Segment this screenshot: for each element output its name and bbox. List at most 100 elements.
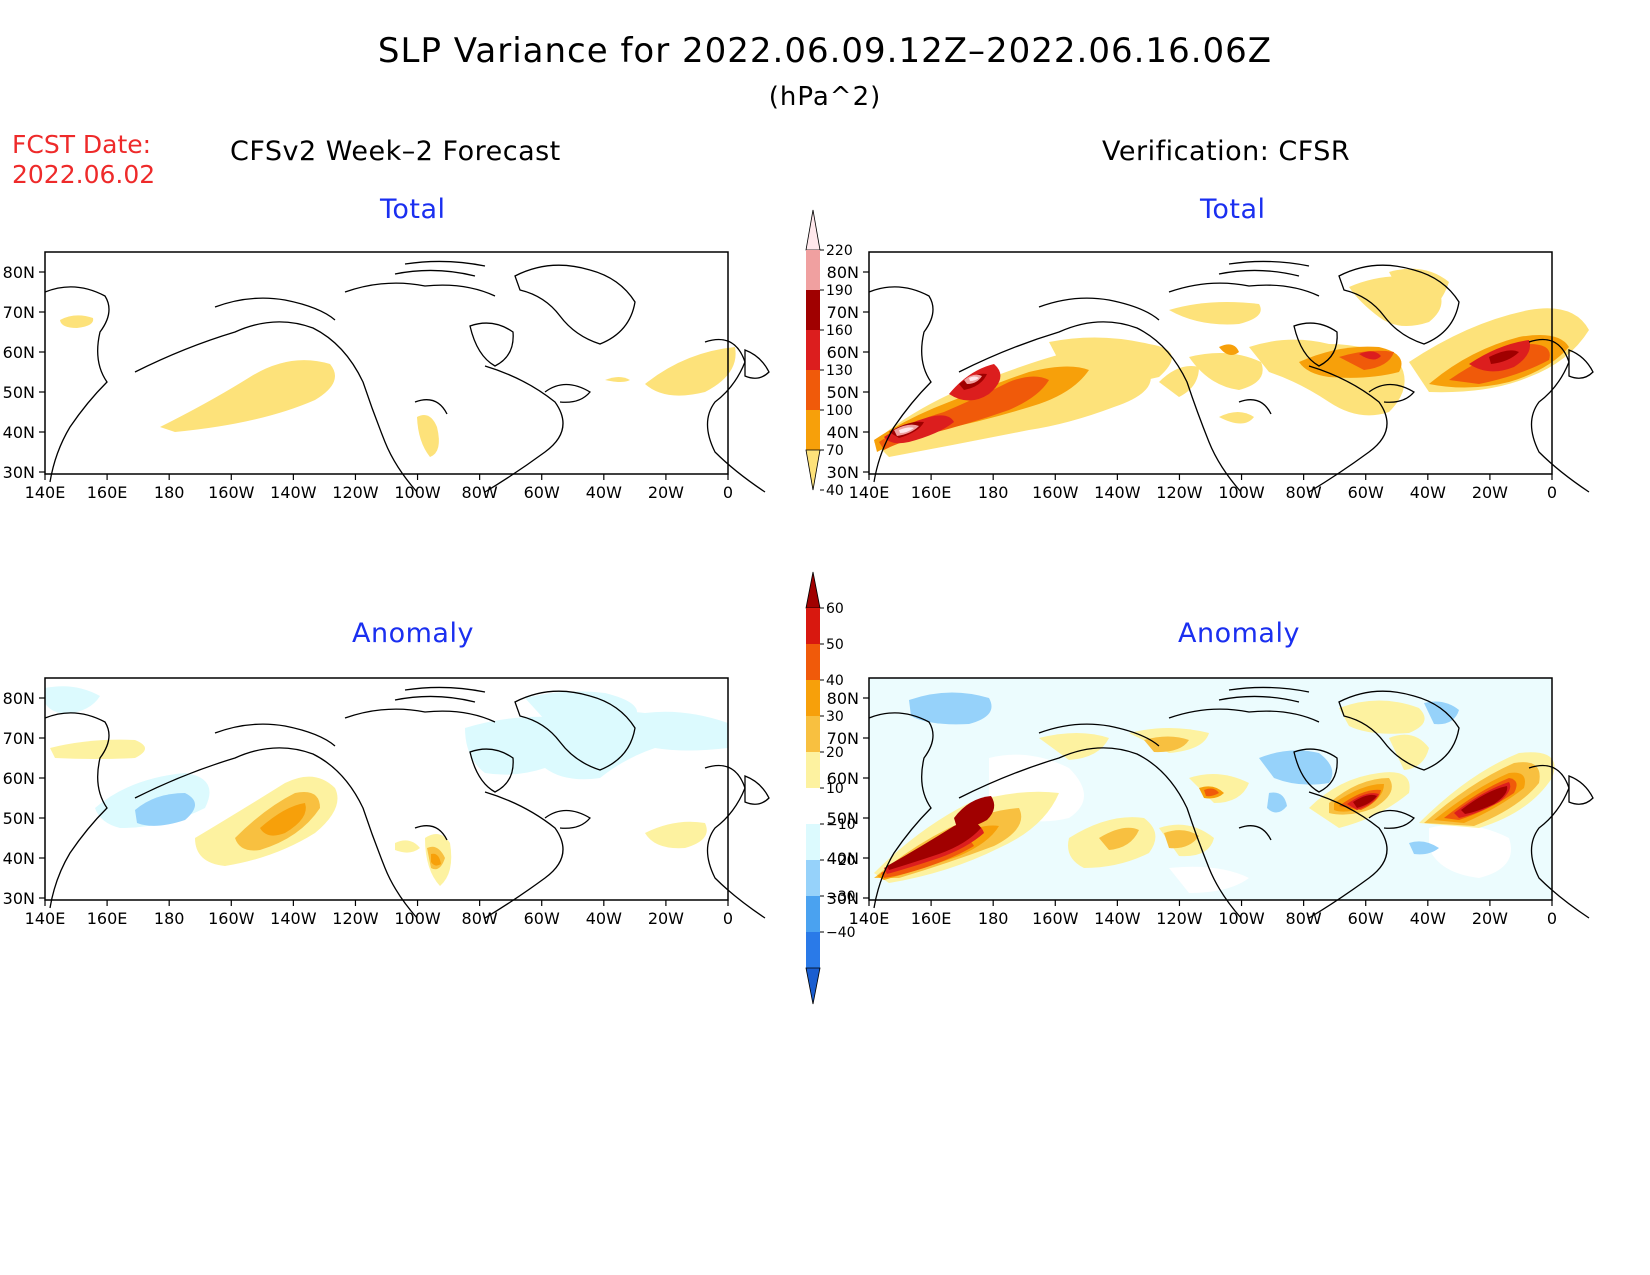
lon-tick-label: 20W <box>1472 483 1508 502</box>
lat-ticks: 80N 70N 60N 50N 40N 30N <box>827 263 869 482</box>
anomaly-colorbar: 60 50 40 30 20 10 −10 −20 −30 −40 <box>805 571 856 1005</box>
lon-tick-label: 180 <box>978 909 1009 928</box>
lon-tick-label: 140W <box>270 483 317 502</box>
lon-tick-label: 100W <box>394 483 441 502</box>
colorbar-segment <box>806 752 820 788</box>
lon-tick-label: 0 <box>1547 909 1557 928</box>
lat-tick-label: 60N <box>827 769 859 788</box>
lat-tick-label: 70N <box>3 729 35 748</box>
lat-tick-label: 50N <box>3 383 35 402</box>
verification-column-heading: Verification: CFSR <box>1102 136 1351 167</box>
lat-tick-label: 60N <box>3 769 35 788</box>
lat-ticks: 80N 70N 60N 50N 40N 30N <box>3 689 45 908</box>
verification-total-subtitle: Total <box>1200 194 1266 225</box>
lat-tick-label: 50N <box>827 383 859 402</box>
map-frame <box>44 677 729 901</box>
lon-tick-label: 120W <box>1156 909 1203 928</box>
lat-tick-label: 40N <box>827 423 859 442</box>
forecast-anomaly-subtitle: Anomaly <box>352 618 474 649</box>
lon-tick-label: 180 <box>154 483 185 502</box>
colorbar-label: 190 <box>826 283 853 299</box>
lon-tick-label: 60W <box>1348 909 1384 928</box>
lon-tick-label: 0 <box>723 909 733 928</box>
colorbar-label: 10 <box>826 781 844 797</box>
verification-total-map: 80N 70N 60N 50N 40N 30N 140E 160E 180 160W 140W 12… <box>827 251 1594 502</box>
colorbar-segment <box>806 410 820 450</box>
colorbar-labels: 220 190 160 130 100 70 40 <box>820 243 853 499</box>
lon-ticks: 140E 160E 180 160W 140W 120W 100W 80W 60W 40W 20W 0 <box>849 900 1557 928</box>
contour-fill <box>874 268 1589 457</box>
colorbar-segment <box>806 290 820 330</box>
lat-tick-label: 50N <box>3 809 35 828</box>
contour-fill <box>45 686 728 886</box>
lon-tick-label: 40W <box>1410 483 1446 502</box>
colorbar-label: 100 <box>826 403 853 419</box>
lat-tick-label: 40N <box>3 849 35 868</box>
lon-tick-label: 160W <box>1032 909 1079 928</box>
lat-tick-label: 80N <box>3 263 35 282</box>
lon-tick-label: 160W <box>208 483 255 502</box>
lon-ticks: 140E 160E 180 160W 140W 120W 100W 80W 60W 40W 20W 0 <box>25 474 733 502</box>
colorbar-segment <box>806 644 820 680</box>
lon-tick-label: 0 <box>723 483 733 502</box>
colorbar-segment <box>806 680 820 716</box>
colorbar-segment <box>806 370 820 410</box>
colorbar-segment <box>806 824 820 860</box>
colorbar-segment <box>805 967 821 1005</box>
lon-tick-label: 40W <box>1410 909 1446 928</box>
colorbar-label: −40 <box>826 925 856 941</box>
lon-tick-label: 160E <box>87 909 128 928</box>
map-frame <box>868 251 1553 475</box>
colorbar-segments <box>805 209 821 491</box>
colorbar-label: 20 <box>826 745 844 761</box>
lat-tick-label: 70N <box>827 303 859 322</box>
units-label: (hPa^2) <box>768 82 882 112</box>
lat-tick-label: 40N <box>827 849 859 868</box>
lon-tick-label: 160E <box>911 909 952 928</box>
lon-tick-label: 80W <box>462 909 498 928</box>
lon-tick-label: 160E <box>911 483 952 502</box>
lon-tick-label: 140E <box>25 909 66 928</box>
lon-tick-label: 140E <box>849 483 890 502</box>
coastline <box>44 686 770 919</box>
total-colorbar: 220 190 160 130 100 70 40 <box>805 209 853 499</box>
lon-ticks: 140E 160E 180 160W 140W 120W 100W 80W 60W 40W 20W 0 <box>849 474 1557 502</box>
colorbar-label: 220 <box>826 243 853 259</box>
colorbar-label: 130 <box>826 363 853 379</box>
colorbar-label: 70 <box>826 443 844 459</box>
fcst-date-value: 2022.06.02 <box>12 160 156 189</box>
lon-tick-label: 120W <box>332 909 379 928</box>
colorbar-segment <box>805 571 821 609</box>
fcst-date-label: FCST Date: <box>12 130 152 159</box>
coastline <box>868 260 1594 493</box>
lon-tick-label: 140W <box>270 909 317 928</box>
forecast-anomaly-map: 80N 70N 60N 50N 40N 30N 140E 160E 180 160W 140W 12… <box>3 677 770 928</box>
lat-tick-label: 80N <box>3 689 35 708</box>
colorbar-segment <box>806 788 820 824</box>
colorbar-segment <box>805 209 821 251</box>
lon-tick-label: 140W <box>1094 909 1141 928</box>
lat-ticks: 80N 70N 60N 50N 40N 30N <box>827 689 869 908</box>
contour-fill <box>869 678 1555 900</box>
colorbar-label: 30 <box>826 709 844 725</box>
lat-tick-label: 80N <box>827 263 859 282</box>
colorbar-segment <box>806 896 820 932</box>
lon-tick-label: 120W <box>1156 483 1203 502</box>
lon-tick-label: 0 <box>1547 483 1557 502</box>
lat-tick-label: 30N <box>827 889 859 908</box>
lat-tick-label: 60N <box>827 343 859 362</box>
lon-tick-label: 80W <box>1286 909 1322 928</box>
colorbar-segment <box>805 449 821 491</box>
lon-tick-label: 160W <box>208 909 255 928</box>
forecast-total-subtitle: Total <box>380 194 446 225</box>
lat-tick-label: 70N <box>827 729 859 748</box>
colorbar-label: 60 <box>826 601 844 617</box>
lon-tick-label: 80W <box>462 483 498 502</box>
lat-tick-label: 70N <box>3 303 35 322</box>
lon-tick-label: 120W <box>332 483 379 502</box>
colorbar-label: 40 <box>826 673 844 689</box>
lat-tick-label: 80N <box>827 689 859 708</box>
lon-tick-label: 100W <box>1218 483 1265 502</box>
coastline <box>44 260 770 493</box>
lon-tick-label: 160W <box>1032 483 1079 502</box>
